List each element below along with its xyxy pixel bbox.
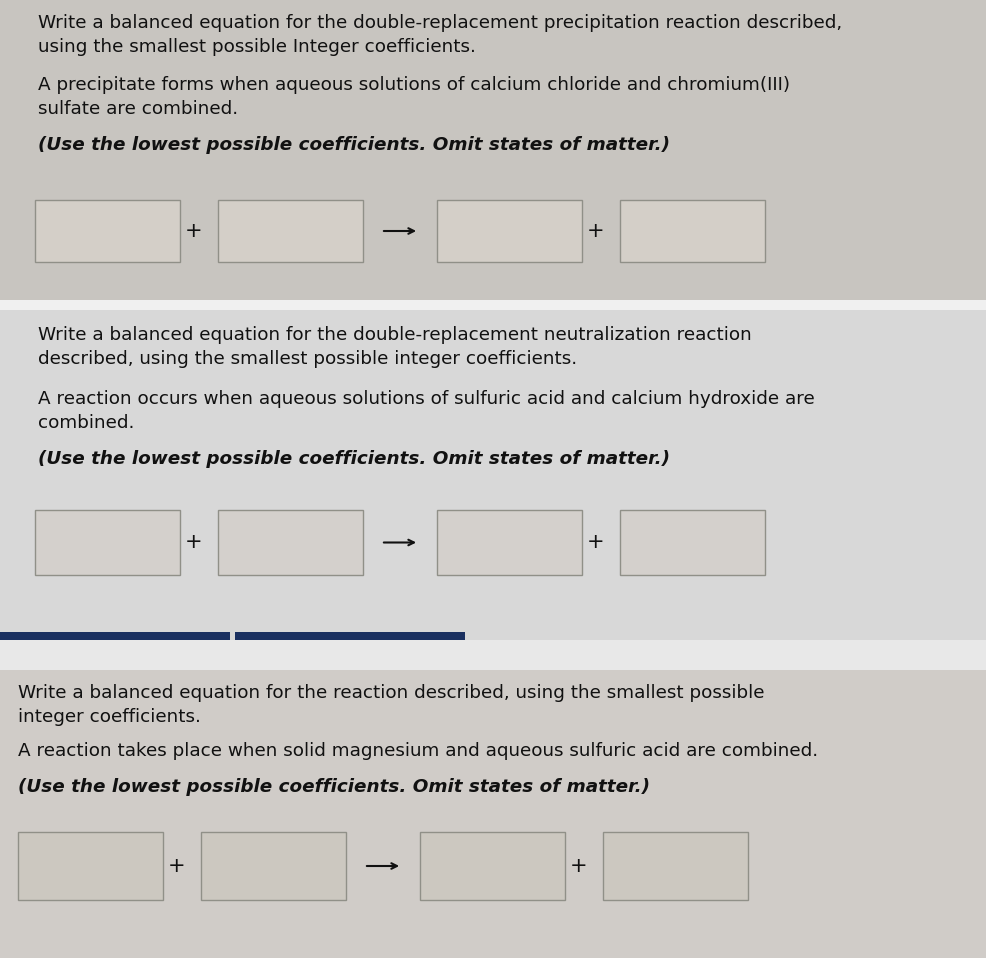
Bar [35, 200, 179, 262]
Text: using the smallest possible Integer coefficients.: using the smallest possible Integer coef… [38, 38, 475, 56]
Text: Write a balanced equation for the double-replacement precipitation reaction desc: Write a balanced equation for the double… [38, 14, 841, 32]
Text: +: + [168, 856, 185, 876]
Text: A precipitate forms when aqueous solutions of calcium chloride and chromium(III): A precipitate forms when aqueous solutio… [38, 76, 790, 94]
Text: +: + [184, 221, 202, 241]
Bar [619, 510, 764, 575]
Text: +: + [587, 221, 604, 241]
Bar [0, 632, 230, 640]
Bar [18, 832, 163, 900]
Bar [201, 832, 346, 900]
Text: integer coefficients.: integer coefficients. [18, 708, 201, 726]
Text: A reaction occurs when aqueous solutions of sulfuric acid and calcium hydroxide : A reaction occurs when aqueous solutions… [38, 390, 813, 408]
Bar [218, 510, 363, 575]
Bar [602, 832, 747, 900]
Text: Write a balanced equation for the double-replacement neutralization reaction: Write a balanced equation for the double… [38, 326, 751, 344]
Text: +: + [184, 533, 202, 553]
Text: (Use the lowest possible coefficients. Omit states of matter.): (Use the lowest possible coefficients. O… [38, 450, 669, 468]
Text: described, using the smallest possible integer coefficients.: described, using the smallest possible i… [38, 350, 577, 368]
Bar [0, 300, 986, 310]
Bar [0, 640, 986, 670]
Bar [437, 200, 582, 262]
Text: A reaction takes place when solid magnesium and aqueous sulfuric acid are combin: A reaction takes place when solid magnes… [18, 742, 817, 760]
Text: Write a balanced equation for the reaction described, using the smallest possibl: Write a balanced equation for the reacti… [18, 684, 764, 702]
Text: combined.: combined. [38, 414, 134, 432]
Bar [35, 510, 179, 575]
Text: sulfate are combined.: sulfate are combined. [38, 100, 238, 118]
Bar [420, 832, 564, 900]
Text: +: + [570, 856, 587, 876]
Bar [235, 632, 464, 640]
Bar [0, 310, 986, 640]
Text: (Use the lowest possible coefficients. Omit states of matter.): (Use the lowest possible coefficients. O… [18, 778, 650, 796]
Bar [437, 510, 582, 575]
Text: +: + [587, 533, 604, 553]
Bar [0, 0, 986, 300]
Bar [0, 670, 986, 958]
Text: (Use the lowest possible coefficients. Omit states of matter.): (Use the lowest possible coefficients. O… [38, 136, 669, 154]
Bar [619, 200, 764, 262]
Bar [218, 200, 363, 262]
